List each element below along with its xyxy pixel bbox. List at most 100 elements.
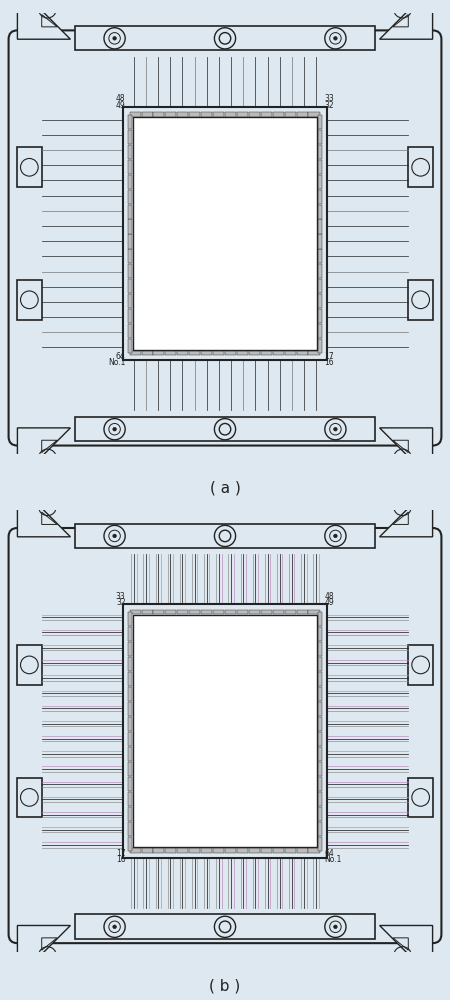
- Bar: [128, 627, 132, 641]
- Bar: [141, 848, 153, 853]
- Bar: [297, 848, 308, 853]
- Polygon shape: [25, 0, 41, 11]
- Bar: [237, 351, 248, 355]
- Bar: [261, 351, 272, 355]
- Text: ( a ): ( a ): [210, 481, 240, 496]
- Bar: [128, 294, 132, 308]
- Bar: [128, 115, 132, 129]
- Bar: [249, 351, 260, 355]
- Bar: [128, 145, 132, 159]
- Bar: [189, 351, 200, 355]
- Bar: [177, 610, 189, 614]
- Polygon shape: [409, 457, 425, 469]
- Bar: [128, 219, 132, 234]
- Bar: [130, 848, 141, 853]
- Text: 16: 16: [324, 358, 334, 367]
- Circle shape: [214, 419, 236, 440]
- FancyBboxPatch shape: [9, 30, 441, 446]
- Bar: [177, 112, 189, 117]
- Bar: [128, 175, 132, 189]
- Bar: [318, 205, 322, 219]
- Bar: [237, 848, 248, 853]
- Bar: [249, 848, 260, 853]
- Bar: [273, 112, 284, 117]
- Polygon shape: [18, 484, 70, 537]
- Bar: [318, 822, 322, 836]
- Bar: [130, 112, 141, 117]
- Bar: [133, 117, 317, 350]
- Bar: [318, 249, 322, 263]
- Bar: [128, 190, 132, 204]
- Bar: [128, 702, 132, 716]
- Circle shape: [325, 525, 346, 547]
- Bar: [237, 610, 248, 614]
- Bar: [128, 747, 132, 761]
- Bar: [318, 642, 322, 656]
- Bar: [318, 687, 322, 701]
- Bar: [297, 112, 308, 117]
- Bar: [408, 147, 432, 187]
- Circle shape: [333, 427, 337, 431]
- Bar: [249, 610, 260, 614]
- Bar: [141, 351, 153, 355]
- Bar: [153, 848, 165, 853]
- Bar: [128, 732, 132, 746]
- Bar: [318, 234, 322, 249]
- Bar: [128, 339, 132, 353]
- Bar: [273, 848, 284, 853]
- Circle shape: [214, 28, 236, 49]
- Bar: [318, 627, 322, 641]
- Bar: [189, 848, 200, 853]
- Bar: [318, 717, 322, 731]
- Text: 16: 16: [116, 855, 126, 864]
- Bar: [128, 792, 132, 806]
- Bar: [128, 762, 132, 776]
- Bar: [225, 610, 236, 614]
- Bar: [133, 615, 317, 847]
- Bar: [318, 324, 322, 338]
- Bar: [128, 130, 132, 144]
- Bar: [128, 249, 132, 263]
- Bar: [201, 351, 212, 355]
- Bar: [213, 351, 224, 355]
- Bar: [201, 112, 212, 117]
- Bar: [153, 351, 165, 355]
- Polygon shape: [42, 14, 57, 27]
- Polygon shape: [380, 484, 432, 537]
- Bar: [128, 309, 132, 323]
- Bar: [177, 848, 189, 853]
- Bar: [318, 702, 322, 716]
- Bar: [165, 351, 176, 355]
- Bar: [75, 914, 375, 939]
- Bar: [128, 657, 132, 671]
- Bar: [153, 112, 165, 117]
- Bar: [225, 351, 236, 355]
- Text: 48: 48: [116, 94, 126, 103]
- Bar: [408, 645, 432, 685]
- Text: 48: 48: [324, 592, 334, 601]
- Bar: [128, 687, 132, 701]
- Bar: [128, 160, 132, 174]
- Bar: [141, 610, 153, 614]
- Bar: [201, 610, 212, 614]
- Polygon shape: [409, 496, 425, 508]
- Bar: [75, 524, 375, 548]
- Bar: [128, 324, 132, 338]
- Bar: [189, 112, 200, 117]
- Circle shape: [214, 525, 236, 547]
- Polygon shape: [42, 938, 57, 950]
- Polygon shape: [25, 496, 41, 508]
- Bar: [165, 112, 176, 117]
- Bar: [308, 848, 319, 853]
- Circle shape: [104, 916, 125, 937]
- Polygon shape: [380, 0, 432, 39]
- Polygon shape: [393, 440, 408, 453]
- Text: 32: 32: [116, 598, 126, 607]
- Polygon shape: [393, 14, 408, 27]
- Bar: [141, 112, 153, 117]
- Bar: [308, 351, 319, 355]
- Bar: [318, 190, 322, 204]
- Polygon shape: [409, 954, 425, 967]
- Bar: [318, 264, 322, 278]
- Bar: [318, 219, 322, 234]
